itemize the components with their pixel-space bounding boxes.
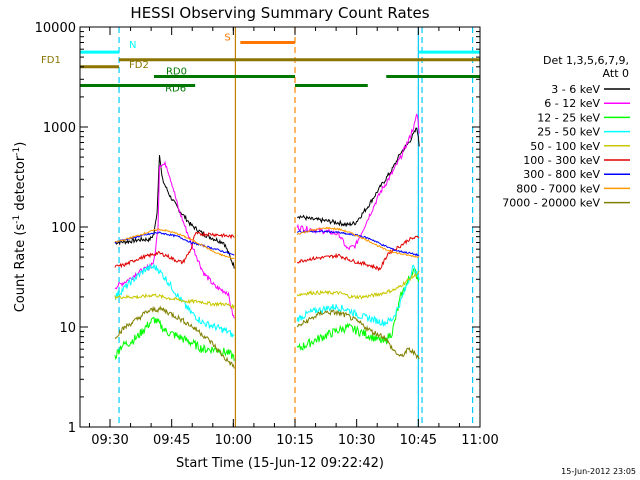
y-axis-label: Count Rate (s-1 detector-1) [12, 142, 28, 313]
x-tick-label: 09:30 [91, 433, 128, 448]
y-label-sup2: -1 [12, 147, 22, 156]
flag-label-fd1: FD1 [41, 55, 61, 66]
y-label-part2: detector [13, 155, 28, 215]
legend-entry-label: 6 - 12 keV [544, 97, 600, 110]
count-rate-chart: HESSI Observing Summary Count Rates N S FD… [0, 0, 640, 480]
y-tick-label: 10 [59, 321, 76, 336]
y-tick-label: 10000 [35, 21, 76, 36]
flag-label-n: N [129, 40, 136, 51]
legend-entry-label: 12 - 25 keV [537, 111, 600, 124]
y-tick-label: 100 [51, 221, 76, 236]
legend-entry-label: 3 - 6 keV [551, 83, 600, 96]
x-tick-label: 10:15 [276, 433, 313, 448]
x-tick-label: 10:30 [338, 433, 375, 448]
legend-entry-label: 25 - 50 keV [537, 126, 600, 139]
x-tick-label: 09:45 [153, 433, 190, 448]
date-stamp: 15-Jun-2012 23:05 [561, 467, 636, 476]
flag-label-fd2: FD2 [129, 60, 149, 71]
legend-title-line: Det 1,3,5,6,7,9, [543, 54, 629, 67]
flag-label-rd6: RD6 [165, 84, 186, 95]
flag-label-s: S [224, 32, 230, 43]
legend-entry-label: 100 - 300 keV [523, 154, 600, 167]
legend-entry-label: 50 - 100 keV [530, 140, 600, 153]
y-label-sup1: -1 [12, 215, 22, 224]
x-tick-label: 11:00 [461, 433, 498, 448]
x-tick-label: 10:45 [400, 433, 437, 448]
y-label-part1: Count Rate (s [13, 224, 28, 313]
y-tick-label: 1000 [43, 121, 76, 136]
legend-entry-label: 7000 - 20000 keV [502, 197, 600, 210]
chart-title: HESSI Observing Summary Count Rates [130, 4, 429, 22]
x-tick-label: 10:00 [215, 433, 252, 448]
flag-label-rd0: RD0 [166, 66, 187, 77]
legend-entry-label: 300 - 800 keV [523, 168, 600, 181]
y-tick-label: 1 [68, 421, 76, 436]
legend-entry-label: 800 - 7000 keV [516, 182, 600, 195]
x-axis-label: Start Time (15-Jun-12 09:22:42) [176, 456, 384, 471]
y-label-part3: ) [13, 142, 28, 147]
legend-title-line: Att 0 [603, 67, 629, 80]
